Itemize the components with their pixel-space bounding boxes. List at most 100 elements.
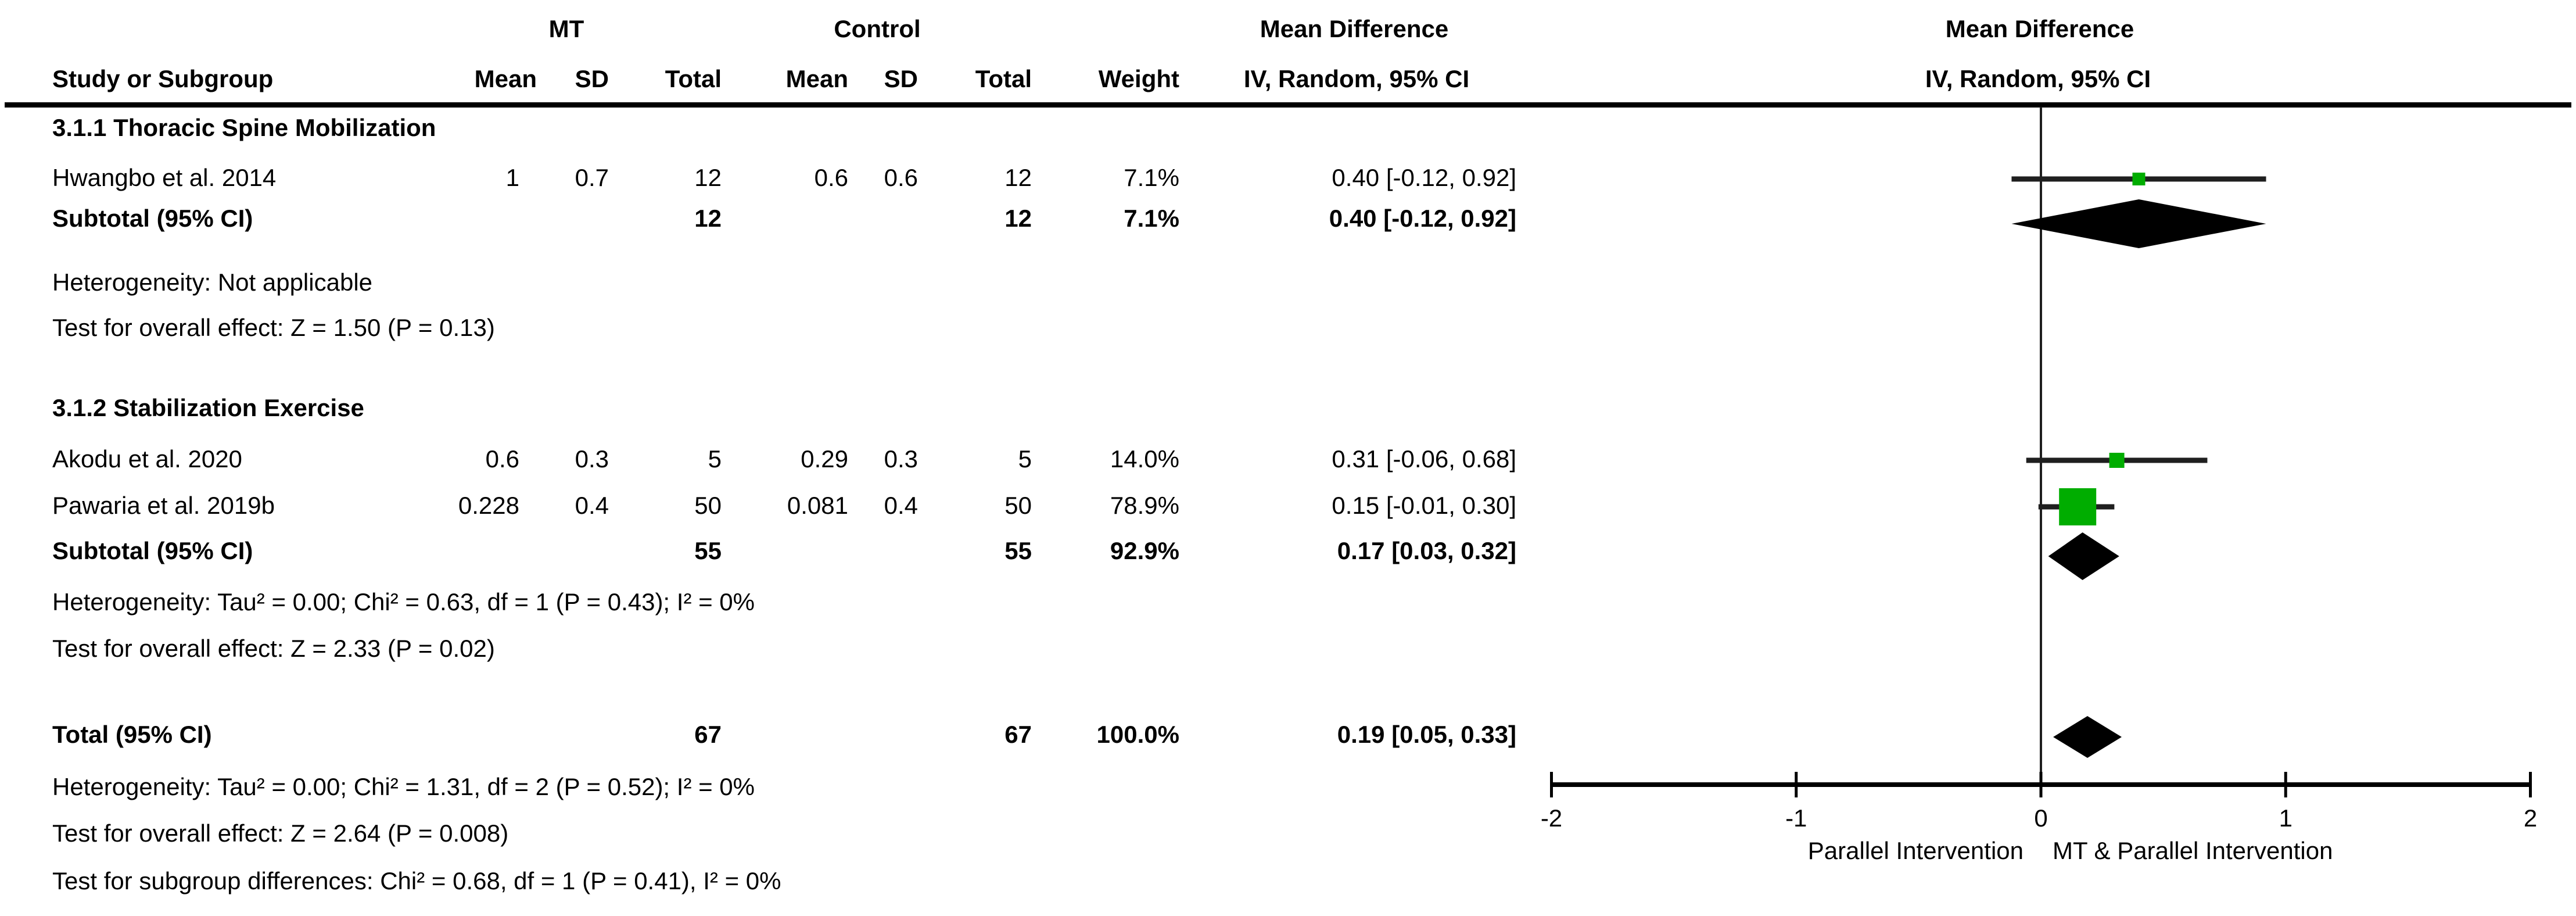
axis-tick-label: 0 xyxy=(2034,804,2047,832)
col-header-ci: IV, Random, 95% CI xyxy=(1243,65,1470,92)
table-cell: 0.228 xyxy=(458,492,519,519)
group-header-control: Control xyxy=(834,15,921,42)
stats-note: Test for overall effect: Z = 2.33 (P = 0… xyxy=(52,635,495,662)
table-cell: 0.3 xyxy=(884,445,918,473)
effect-square xyxy=(2109,453,2125,468)
stats-note: Heterogeneity: Tau² = 0.00; Chi² = 0.63,… xyxy=(52,588,755,616)
axis-tick-label: 2 xyxy=(2524,804,2537,832)
table-cell: 0.19 [0.05, 0.33] xyxy=(1337,721,1516,748)
table-cell: 0.4 xyxy=(575,492,609,519)
stats-note: Heterogeneity: Not applicable xyxy=(52,269,373,296)
axis-tick-label: -1 xyxy=(1785,804,1807,832)
col-header-sd-ctrl: SD xyxy=(884,65,918,92)
table-row-note: Heterogeneity: Tau² = 0.00; Chi² = 0.63,… xyxy=(0,588,1569,621)
table-cell: 0.17 [0.03, 0.32] xyxy=(1337,537,1516,564)
table-cell: 100.0% xyxy=(1096,721,1179,748)
table-cell: 0.4 xyxy=(884,492,918,519)
col-header-mean-mt: Mean xyxy=(474,65,537,92)
col-header-total-ctrl: Total xyxy=(975,65,1032,92)
study-label: Subtotal (95% CI) xyxy=(52,205,253,232)
table-cell: 12 xyxy=(1004,205,1032,232)
table-row-note: Test for subgroup differences: Chi² = 0.… xyxy=(0,867,1569,900)
total-diamond xyxy=(2053,716,2122,758)
stats-note: Test for overall effect: Z = 2.64 (P = 0… xyxy=(52,820,509,847)
table-cell: 14.0% xyxy=(1110,445,1179,473)
table-cell: 55 xyxy=(694,537,722,564)
axis-tick xyxy=(1550,772,1553,797)
col-header-weight: Weight xyxy=(1098,65,1179,92)
study-label: Pawaria et al. 2019b xyxy=(52,492,275,519)
axis-tick xyxy=(2039,772,2043,797)
subtotal-diamond xyxy=(2048,532,2119,580)
study-label: Subtotal (95% CI) xyxy=(52,537,253,564)
table-cell: 55 xyxy=(1004,537,1032,564)
table-cell: 12 xyxy=(694,164,722,191)
study-label: Akodu et al. 2020 xyxy=(52,445,242,473)
table-row-note: Heterogeneity: Not applicable xyxy=(0,269,1569,301)
col-header-sd-mt: SD xyxy=(575,65,609,92)
table-cell: 0.15 [-0.01, 0.30] xyxy=(1332,492,1516,519)
stats-note: Heterogeneity: Tau² = 0.00; Chi² = 1.31,… xyxy=(52,773,755,800)
table-cell: 5 xyxy=(708,445,722,473)
effect-square xyxy=(2059,488,2097,525)
table-cell: 0.7 xyxy=(575,164,609,191)
axis-tick xyxy=(1795,772,1798,797)
table-row-note: Heterogeneity: Tau² = 0.00; Chi² = 1.31,… xyxy=(0,773,1569,806)
axis-tick-label: 1 xyxy=(2279,804,2292,832)
table-row-section: 3.1.2 Stabilization Exercise xyxy=(0,394,1569,427)
table-cell: 12 xyxy=(694,205,722,232)
table-cell: 50 xyxy=(1004,492,1032,519)
study-label: Hwangbo et al. 2014 xyxy=(52,164,277,191)
group-header-md-left: Mean Difference xyxy=(1260,15,1449,42)
col-header-ci-right: IV, Random, 95% CI xyxy=(1925,65,2151,92)
table-cell: 5 xyxy=(1018,445,1032,473)
table-cell: 0.40 [-0.12, 0.92] xyxy=(1332,164,1516,191)
subtotal-diamond xyxy=(2011,199,2266,248)
table-cell: 78.9% xyxy=(1110,492,1179,519)
table-row-note: Test for overall effect: Z = 1.50 (P = 0… xyxy=(0,314,1569,346)
zero-line xyxy=(2040,107,2042,785)
table-row-note: Test for overall effect: Z = 2.64 (P = 0… xyxy=(0,820,1569,852)
table-row-note: Test for overall effect: Z = 2.33 (P = 0… xyxy=(0,635,1569,667)
axis-label-left: Parallel Intervention xyxy=(1808,837,2024,864)
table-cell: 0.6 xyxy=(814,164,848,191)
table-cell: 67 xyxy=(694,721,722,748)
table-cell: 92.9% xyxy=(1110,537,1179,564)
group-header-md-right: Mean Difference xyxy=(1945,15,2134,42)
table-row-study: Akodu et al. 2020 0.6 0.3 5 0.29 0.3 5 14.0% 0.3… xyxy=(0,445,1569,478)
header-rule xyxy=(5,102,2571,108)
table-cell: 0.6 xyxy=(485,445,519,473)
subgroup-title: 3.1.2 Stabilization Exercise xyxy=(52,394,364,421)
stats-note: Test for subgroup differences: Chi² = 0.… xyxy=(52,867,781,894)
axis-tick xyxy=(2284,772,2287,797)
table-row-study: Pawaria et al. 2019b 0.228 0.4 50 0.081 0.4 50… xyxy=(0,492,1569,524)
group-header-mt: MT xyxy=(548,15,584,42)
table-cell: 7.1% xyxy=(1124,205,1179,232)
table-cell: 0.6 xyxy=(884,164,918,191)
col-header-total-mt: Total xyxy=(665,65,722,92)
col-header-mean-ctrl: Mean xyxy=(785,65,848,92)
axis-tick-label: -2 xyxy=(1541,804,1562,832)
table-row-total: Total (95% CI) 67 67 100.0% 0.19 [0.05, 0.33… xyxy=(0,721,1569,753)
stats-note: Test for overall effect: Z = 1.50 (P = 0… xyxy=(52,314,495,341)
table-row-section: 3.1.1 Thoracic Spine Mobilization xyxy=(0,114,1569,146)
table-cell: 0.081 xyxy=(787,492,848,519)
table-cell: 0.31 [-0.06, 0.68] xyxy=(1332,445,1516,473)
table-cell: 0.40 [-0.12, 0.92] xyxy=(1329,205,1516,232)
axis-tick xyxy=(2529,772,2532,797)
table-row-subtotal: Subtotal (95% CI) 12 12 7.1% 0.40 [-0.12, 0.… xyxy=(0,205,1569,237)
table-cell: 67 xyxy=(1004,721,1032,748)
effect-square xyxy=(2132,173,2146,185)
table-row-subtotal: Subtotal (95% CI) 55 55 92.9% 0.17 [0.03, 0.… xyxy=(0,537,1569,570)
table-cell: 12 xyxy=(1004,164,1032,191)
subgroup-title: 3.1.1 Thoracic Spine Mobilization xyxy=(52,114,436,141)
col-header-study: Study or Subgroup xyxy=(52,65,274,92)
table-row-study: Hwangbo et al. 2014 1 0.7 12 0.6 0.6 12 7.1% 0.4… xyxy=(0,164,1569,196)
table-cell: 1 xyxy=(505,164,519,191)
table-cell: 0.3 xyxy=(575,445,609,473)
table-cell: 50 xyxy=(694,492,722,519)
table-cell: 7.1% xyxy=(1124,164,1179,191)
table-cell: 0.29 xyxy=(801,445,848,473)
